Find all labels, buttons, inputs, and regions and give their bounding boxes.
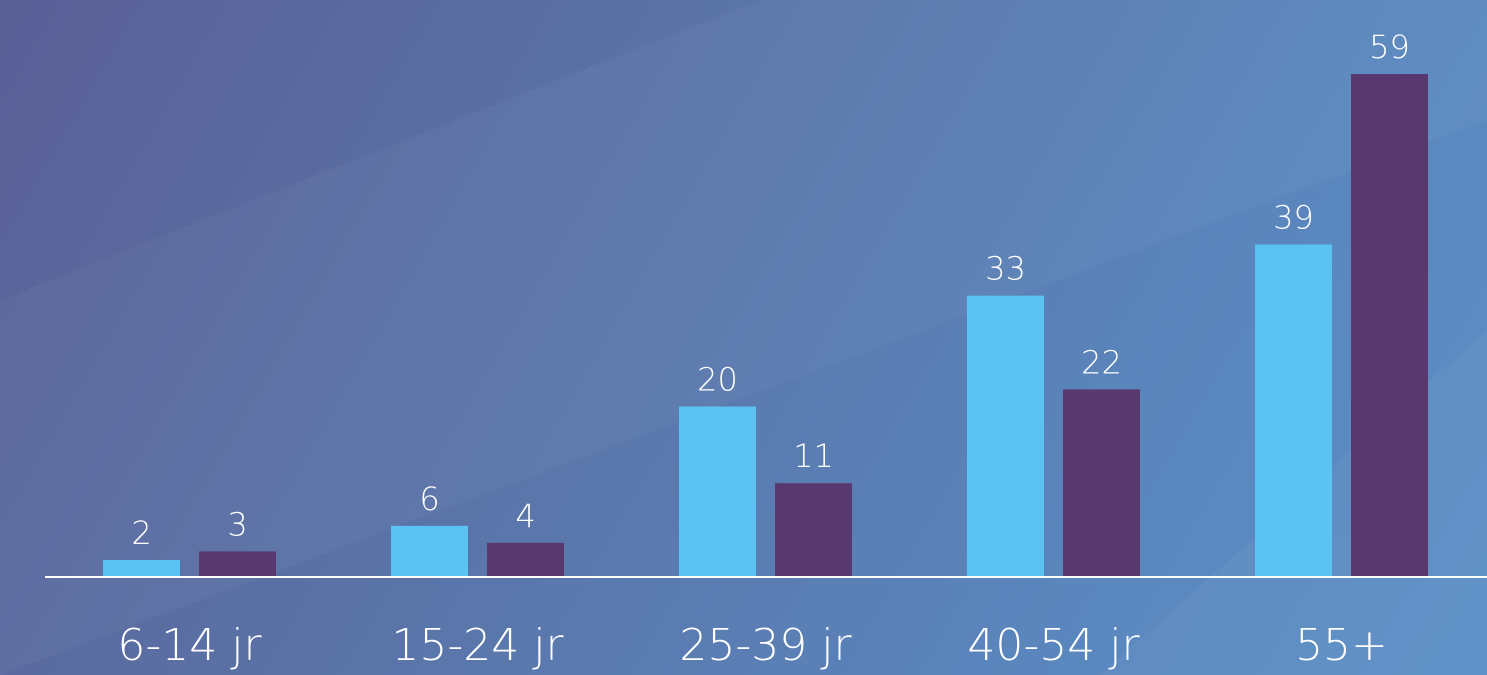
data-label-series1-1: 2 — [131, 514, 151, 552]
data-label-series2-4: 22 — [1081, 343, 1122, 381]
bar-series1-1 — [103, 559, 180, 577]
bar-series2-5 — [1351, 74, 1428, 577]
category-label-3: 25-39 jr — [679, 620, 852, 671]
bar-series2-1 — [199, 551, 276, 577]
bar-series1-2 — [391, 525, 468, 577]
value-labels-group: 2 3 6 4 20 11 33 22 39 59 — [131, 28, 1410, 552]
bar-series1-3 — [679, 406, 756, 577]
category-label-2: 15-24 jr — [391, 620, 564, 671]
bar-series1-5 — [1255, 244, 1332, 577]
data-label-series2-3: 11 — [793, 437, 834, 475]
data-label-series2-2: 4 — [515, 497, 535, 535]
data-label-series1-3: 20 — [697, 360, 738, 398]
bar-series2-2 — [487, 542, 564, 577]
bars-group — [103, 74, 1428, 577]
category-label-5: 55+ — [1295, 620, 1388, 671]
bar-series1-4 — [967, 295, 1044, 577]
data-label-series1-2: 6 — [419, 480, 439, 518]
bar-series2-3 — [775, 483, 852, 577]
category-label-4: 40-54 jr — [967, 620, 1140, 671]
bar-series2-4 — [1063, 389, 1140, 577]
data-label-series2-1: 3 — [227, 505, 247, 543]
data-label-series1-5: 39 — [1273, 199, 1314, 237]
data-label-series2-5: 59 — [1369, 28, 1410, 66]
category-label-1: 6-14 jr — [117, 620, 262, 671]
data-label-series1-4: 33 — [985, 250, 1026, 288]
category-labels-group: 6-14 jr 15-24 jr 25-39 jr 40-54 jr 55+ — [117, 620, 1388, 671]
